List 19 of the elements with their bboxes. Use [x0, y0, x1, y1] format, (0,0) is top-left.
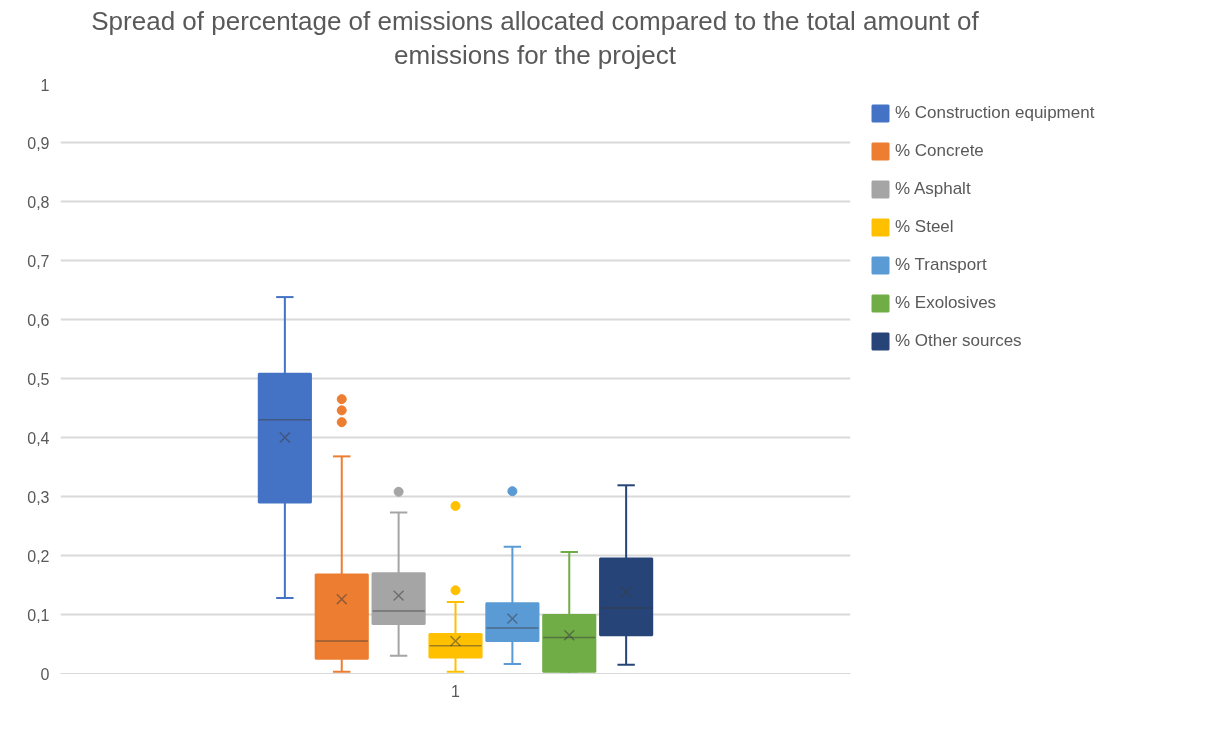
y-tick-label: 0,7 — [27, 252, 50, 270]
legend-label: % Asphalt — [895, 178, 972, 199]
y-tick-label: 0,4 — [27, 429, 50, 447]
y-tick-label: 0,3 — [27, 488, 50, 506]
legend-label: % Construction equipment — [895, 102, 1096, 123]
y-tick-label: 0,1 — [27, 606, 50, 624]
y-tick-label: 1 — [40, 76, 50, 94]
legend-label: % Transport — [895, 254, 988, 275]
y-tick-label: 0,5 — [27, 370, 50, 388]
y-tick-label: 0,6 — [27, 311, 50, 329]
chart-title: Spread of percentage of emissions allocated compared to the total amount of emissions for the project — [91, 5, 979, 72]
y-tick-label: 0,9 — [27, 134, 50, 152]
legend-label: % Exolosives — [895, 292, 998, 313]
legend-label: % Other sources — [895, 330, 1023, 351]
legend-label: % Concrete — [895, 140, 985, 161]
y-tick-label: 0,2 — [27, 547, 50, 565]
y-tick-label: 0,8 — [27, 193, 50, 211]
legend-label: % Steel — [895, 216, 955, 237]
y-tick-label: 0 — [40, 665, 50, 683]
